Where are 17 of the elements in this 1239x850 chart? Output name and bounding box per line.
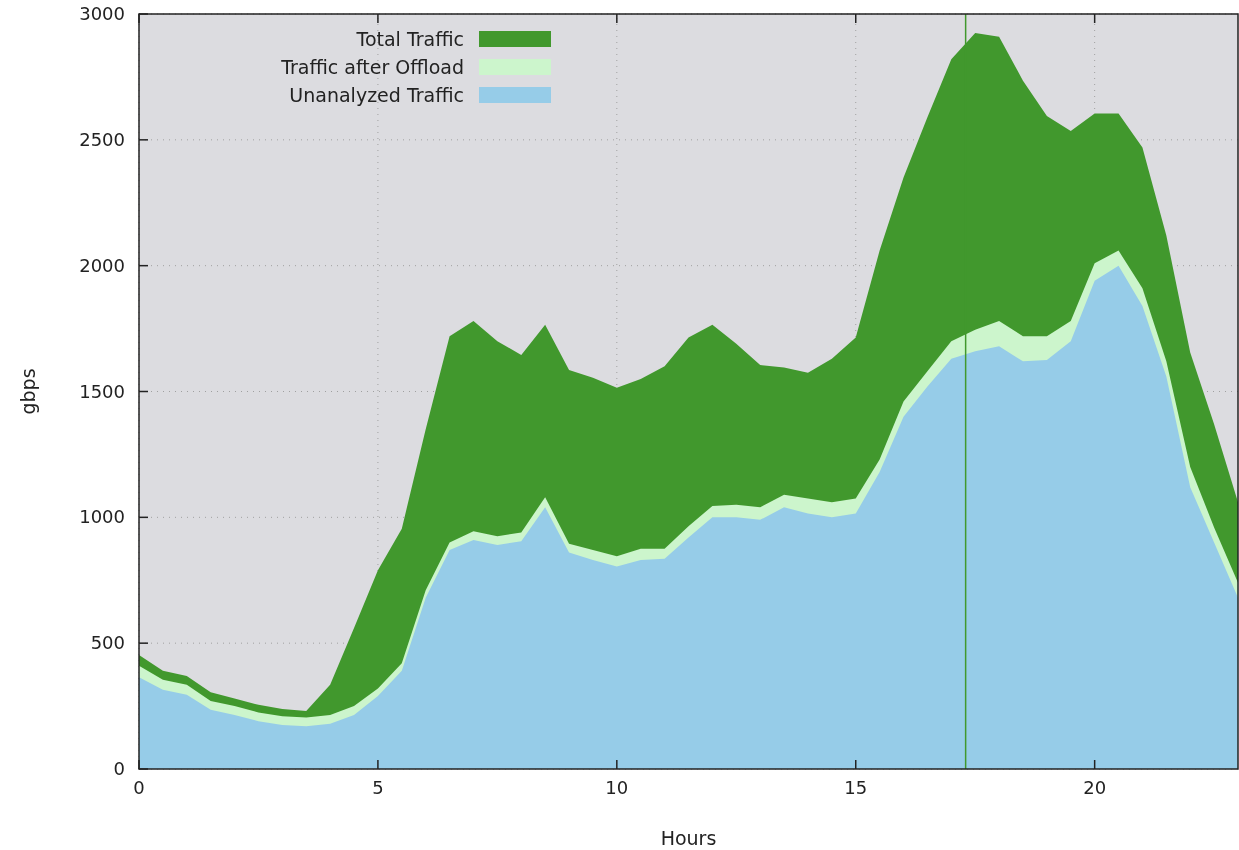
legend-label: Total Traffic: [355, 28, 464, 50]
y-axis-title: gbps: [17, 368, 39, 415]
y-tick-label: 2500: [79, 128, 125, 150]
x-tick-label: 10: [605, 777, 629, 798]
y-tick-label: 0: [113, 758, 125, 779]
x-tick-label: 5: [372, 777, 384, 798]
y-tick-label: 2000: [79, 254, 125, 276]
x-axis-title: Hours: [660, 827, 717, 849]
legend-label: Traffic after Offload: [280, 56, 464, 78]
y-tick-label: 1500: [79, 380, 125, 402]
y-tick-label: 3000: [79, 3, 125, 24]
x-tick-label: 15: [844, 777, 868, 798]
y-tick-label: 500: [90, 632, 125, 654]
x-tick-label: 0: [133, 777, 145, 798]
y-tick-label: 1000: [79, 506, 125, 528]
legend-label: Unanalyzed Traffic: [289, 84, 464, 106]
x-tick-label: 20: [1083, 777, 1107, 798]
